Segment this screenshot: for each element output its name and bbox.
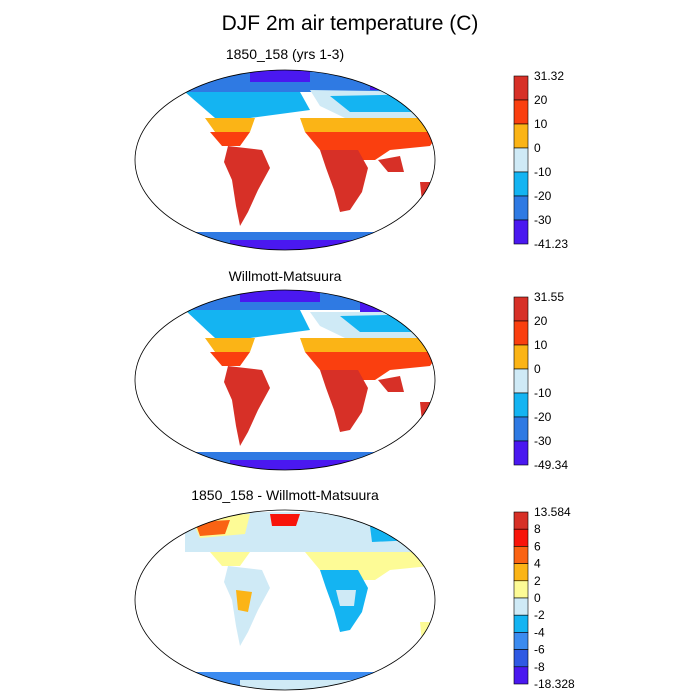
- colorbar-observations: 31.55 20 10 0 -10 -20 -30 -49.34: [513, 290, 568, 472]
- colorbar-tick-label: 20: [534, 314, 548, 328]
- colorbar-swatch: [513, 614, 529, 633]
- colorbar-tick-label: 4: [534, 557, 541, 571]
- colorbar-swatch: [513, 320, 529, 346]
- colorbar-swatch: [513, 171, 529, 197]
- colorbar-swatch: [513, 195, 529, 221]
- colorbar-swatch: [513, 219, 529, 245]
- colorbar-tick-label: 0: [534, 362, 541, 376]
- panel-title-difference: 1850_158 - Willmott-Matsuura: [191, 487, 379, 503]
- colorbar-tick-label: 0: [534, 141, 541, 155]
- colorbar-difference: 13.584 8 6 4 2 0 -2 -4 -6 -8 -18.328: [513, 505, 575, 691]
- colorbar-swatch: [513, 597, 529, 616]
- colorbar-swatch: [513, 147, 529, 173]
- colorbar-swatch: [513, 99, 529, 125]
- colorbar-swatch: [513, 546, 529, 564]
- colorbar-tick-label: 10: [534, 338, 548, 352]
- colorbar-swatch: [513, 392, 529, 418]
- colorbar-tick-label: -41.23: [534, 237, 568, 251]
- colorbar-tick-label: 31.32: [534, 69, 564, 83]
- colorbar-swatch: [513, 123, 529, 149]
- colorbar-tick-label: 0: [534, 591, 541, 605]
- colorbar-swatch: [513, 649, 529, 668]
- colorbar-tick-label: 6: [534, 539, 541, 553]
- colorbar-tick-label: 10: [534, 117, 548, 131]
- colorbar-tick-label: 13.584: [534, 505, 571, 519]
- colorbar-tick-label: -10: [534, 165, 552, 179]
- colorbar-swatch: [513, 580, 529, 599]
- panel-title-model: 1850_158 (yrs 1-3): [225, 46, 345, 62]
- colorbar-swatch: [513, 632, 529, 650]
- colorbar-swatch: [513, 511, 529, 530]
- map-panel-observations: [134, 289, 436, 471]
- colorbar-swatch: [513, 75, 529, 101]
- colorbar-tick-label: 20: [534, 93, 548, 107]
- colorbar-swatch: [513, 296, 529, 322]
- colorbar-tick-label: -8: [534, 660, 545, 674]
- map-panel-difference: [134, 509, 436, 691]
- colorbar-swatch: [513, 563, 529, 582]
- colorbar-tick-label: -49.34: [534, 458, 568, 472]
- colorbar-tick-label: -30: [534, 213, 552, 227]
- map-panel-model: [134, 69, 436, 251]
- figure-title: DJF 2m air temperature (C): [221, 12, 479, 35]
- colorbar-swatch: [513, 344, 529, 370]
- colorbar-tick-label: -10: [534, 386, 552, 400]
- colorbar-tick-label: -20: [534, 189, 552, 203]
- colorbar-tick-label: -30: [534, 434, 552, 448]
- colorbar-tick-label: 2: [534, 574, 541, 588]
- colorbar-swatch: [513, 368, 529, 394]
- colorbar-tick-label: -6: [534, 643, 545, 657]
- colorbar-swatch: [513, 528, 529, 547]
- colorbar-tick-label: 8: [534, 522, 541, 536]
- panel-title-observations: Willmott-Matsuura: [228, 268, 342, 284]
- colorbar-swatch: [513, 440, 529, 466]
- colorbar-tick-label: -18.328: [534, 677, 575, 691]
- colorbar-model: 31.32 20 10 0 -10 -20 -30 -41.23: [513, 69, 568, 251]
- colorbar-tick-label: -4: [534, 625, 545, 639]
- colorbar-tick-label: 31.55: [534, 290, 564, 304]
- colorbar-tick-label: -20: [534, 410, 552, 424]
- colorbar-tick-label: -2: [534, 608, 545, 622]
- colorbar-swatch: [513, 666, 529, 685]
- colorbar-swatch: [513, 416, 529, 442]
